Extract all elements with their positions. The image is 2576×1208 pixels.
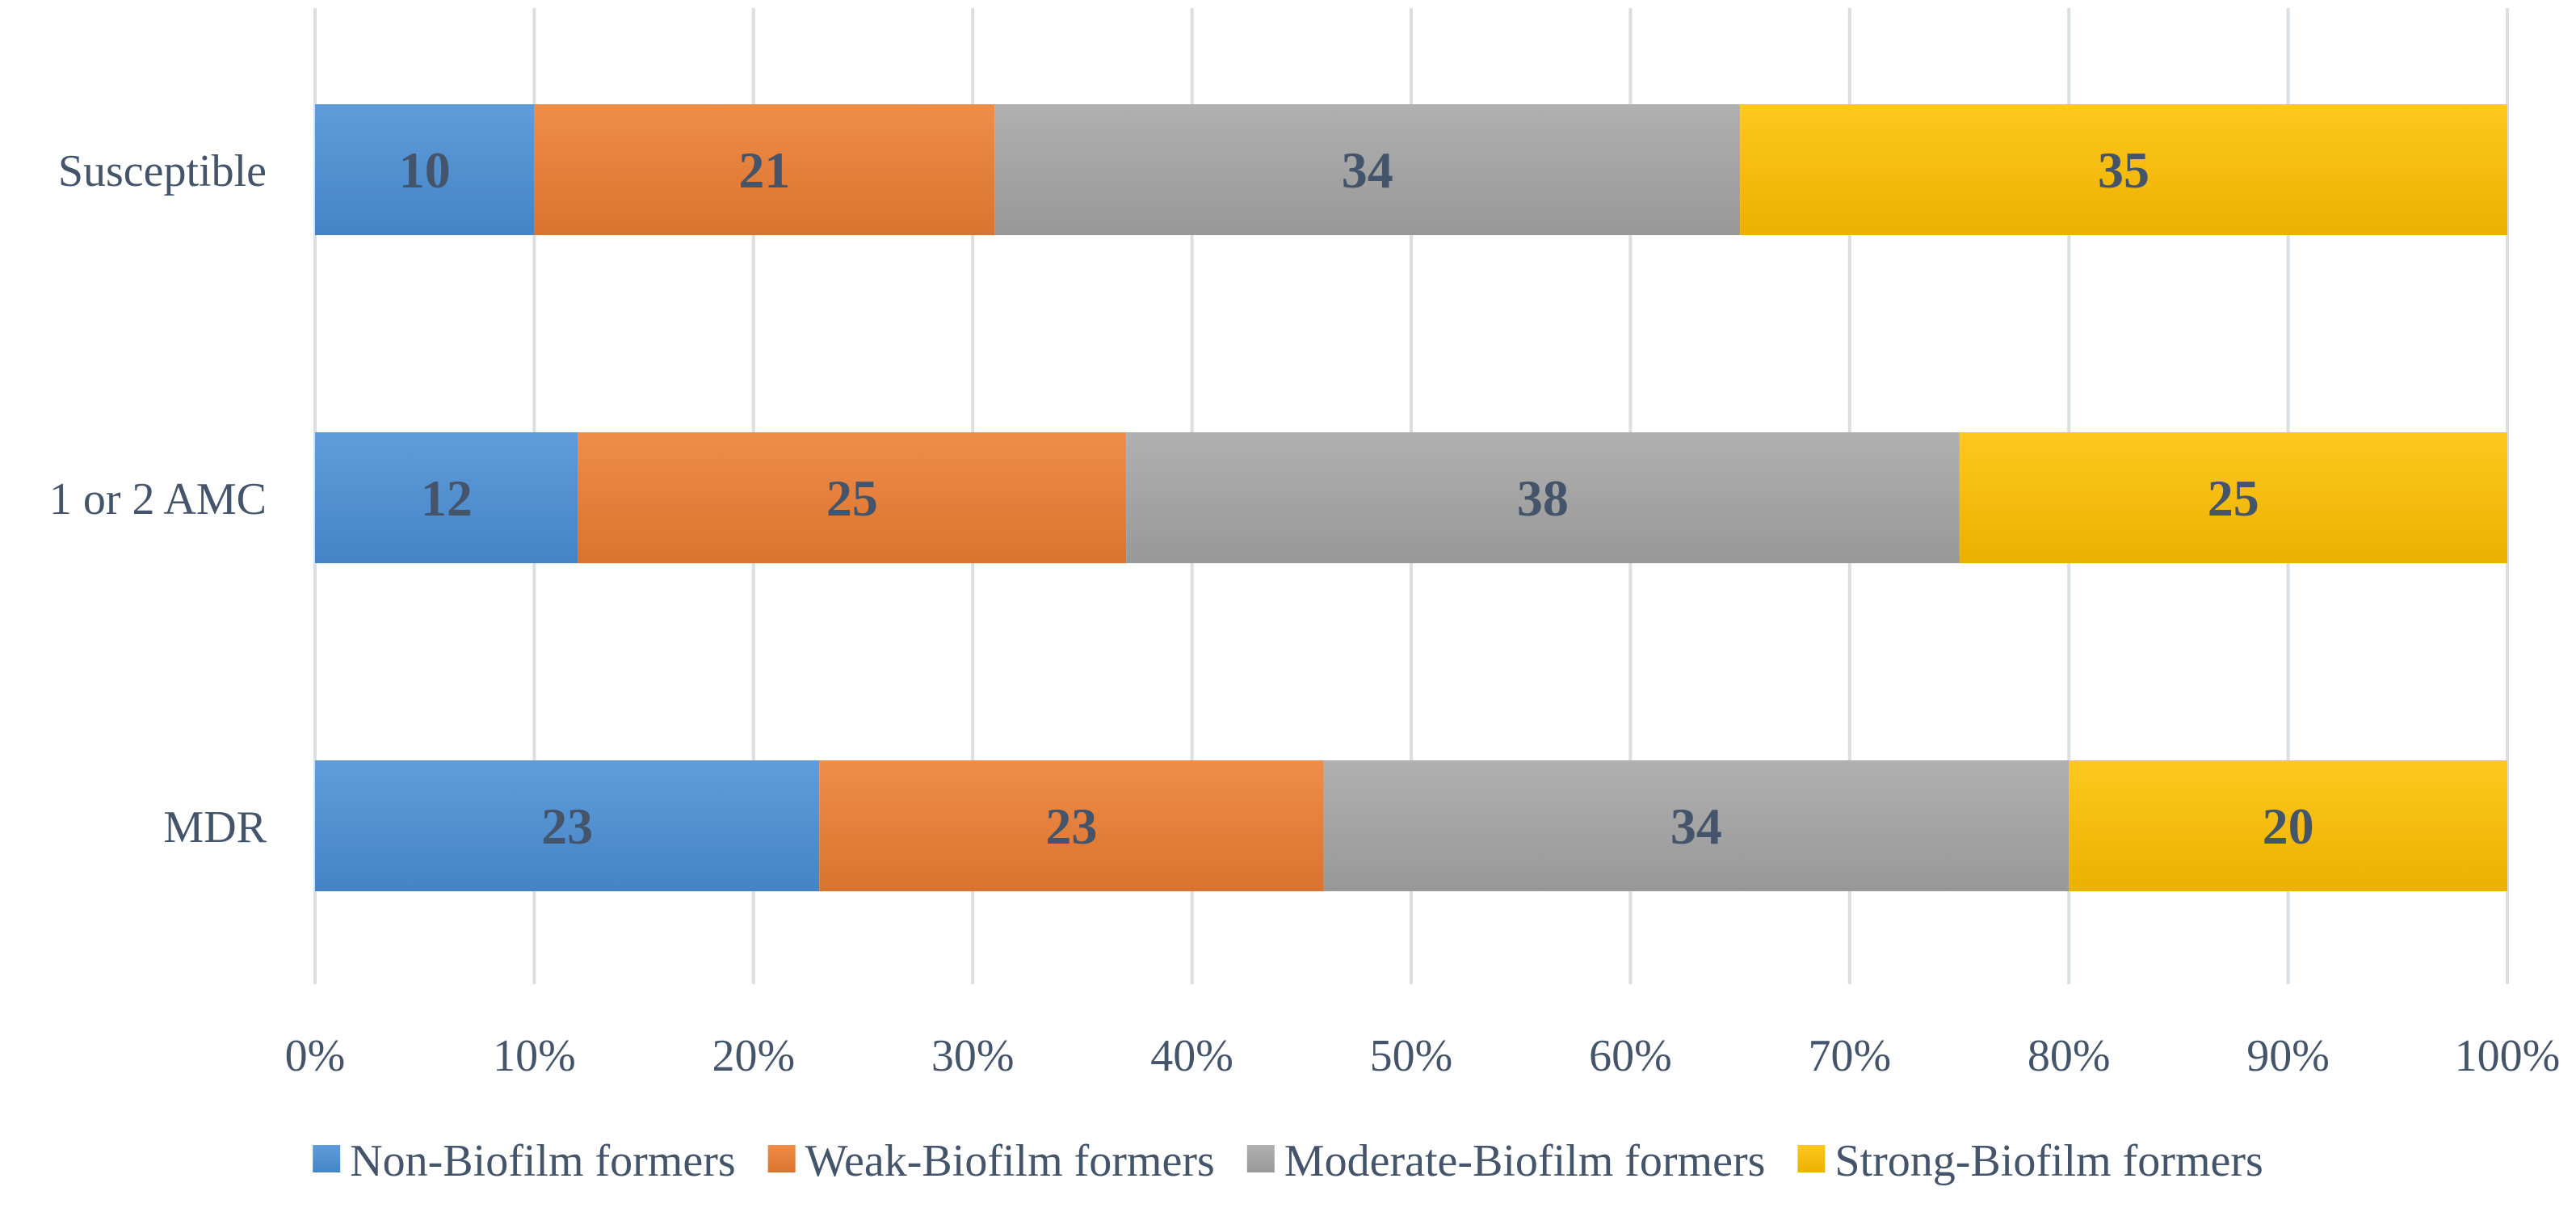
legend-swatch	[767, 1145, 796, 1172]
bar-segment	[2069, 760, 2507, 891]
data-label: 38	[1517, 469, 1569, 527]
x-tick-label: 10%	[493, 1031, 576, 1081]
legend-swatch	[1246, 1145, 1275, 1172]
bar-segment	[1740, 104, 2507, 235]
x-tick-label: 100%	[2455, 1031, 2561, 1081]
data-label: 25	[826, 469, 878, 527]
legend-label: Moderate-Biofilm formers	[1284, 1136, 1766, 1186]
x-tick-label: 50%	[1370, 1031, 1453, 1081]
x-tick-label: 30%	[931, 1031, 1015, 1081]
legend-label: Weak-Biofilm formers	[805, 1136, 1215, 1186]
bar-segment	[534, 104, 995, 235]
data-label: 10	[399, 141, 451, 199]
legend-swatch	[313, 1145, 341, 1172]
bar-area: 10 21 34 35 12 25 38 25 23 23 34 20	[315, 104, 2507, 891]
data-label: 25	[2208, 469, 2259, 527]
data-label: 12	[421, 469, 473, 527]
legend-label: Non-Biofilm formers	[350, 1136, 735, 1186]
x-tick-label: 60%	[1589, 1031, 1672, 1081]
bar-segment	[1126, 432, 1960, 563]
x-tick-label: 0%	[285, 1031, 346, 1081]
bar-segment	[578, 432, 1127, 563]
category-label: 1 or 2 AMC	[49, 474, 267, 524]
x-tick-label: 40%	[1150, 1031, 1233, 1081]
data-label: 20	[2263, 798, 2314, 855]
bar-segment	[994, 104, 1741, 235]
legend-label: Strong-Biofilm formers	[1834, 1136, 2263, 1186]
data-label: 34	[1670, 798, 1722, 855]
bar-segment	[819, 760, 1324, 891]
bar-segment	[1959, 432, 2507, 563]
x-tick-label: 70%	[1808, 1031, 1891, 1081]
data-label: 35	[2098, 141, 2149, 199]
x-tick-label: 20%	[712, 1031, 795, 1081]
data-label: 23	[541, 798, 593, 855]
value-axis: 0% 10% 20% 30% 40% 50% 60% 70% 80% 90% 100%	[285, 1031, 2561, 1081]
data-label: 21	[738, 141, 790, 199]
bar-segment	[1323, 760, 2070, 891]
legend: Non-Biofilm formers Weak-Biofilm formers M…	[313, 1136, 2263, 1186]
bar-segment	[315, 760, 820, 891]
data-label: 23	[1045, 798, 1097, 855]
x-tick-label: 80%	[2028, 1031, 2111, 1081]
category-axis: Susceptible 1 or 2 AMC MDR	[49, 146, 267, 852]
x-tick-label: 90%	[2246, 1031, 2330, 1081]
category-label: Susceptible	[58, 146, 267, 196]
bar-segment	[315, 432, 578, 563]
legend-swatch	[1797, 1145, 1826, 1172]
bar-segment	[315, 104, 535, 235]
data-label: 34	[1342, 141, 1393, 199]
category-label: MDR	[163, 802, 267, 852]
